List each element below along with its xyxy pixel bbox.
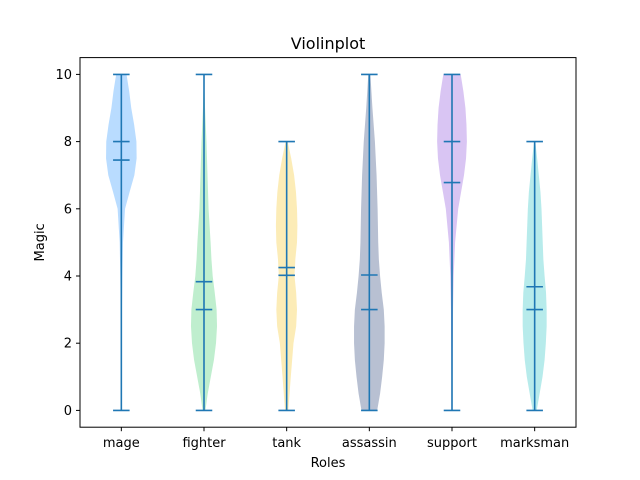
- y-tick-label: 4: [64, 270, 72, 285]
- y-tick-label: 2: [64, 337, 72, 352]
- x-tick-label: tank: [272, 436, 301, 451]
- y-tick-label: 10: [55, 68, 72, 83]
- y-tick-label: 0: [64, 404, 72, 419]
- violin-stat-lines: [113, 73, 543, 412]
- chart-title: Violinplot: [291, 34, 366, 53]
- x-axis-ticks: mage fighter tank assassin support marksman: [103, 427, 569, 451]
- plot-frame: [79, 57, 577, 428]
- x-tick-label: support: [427, 436, 477, 451]
- x-tick-label: fighter: [182, 436, 226, 451]
- x-tick-label: mage: [103, 436, 140, 451]
- y-axis-ticks: 0 2 4 6 8 10: [55, 68, 80, 419]
- y-tick-label: 8: [64, 135, 72, 150]
- x-tick-label: marksman: [500, 436, 569, 451]
- x-tick-label: assassin: [342, 436, 397, 451]
- y-tick-label: 6: [64, 202, 72, 217]
- y-axis-label: Magic: [33, 223, 48, 261]
- x-axis-label: Roles: [311, 456, 346, 471]
